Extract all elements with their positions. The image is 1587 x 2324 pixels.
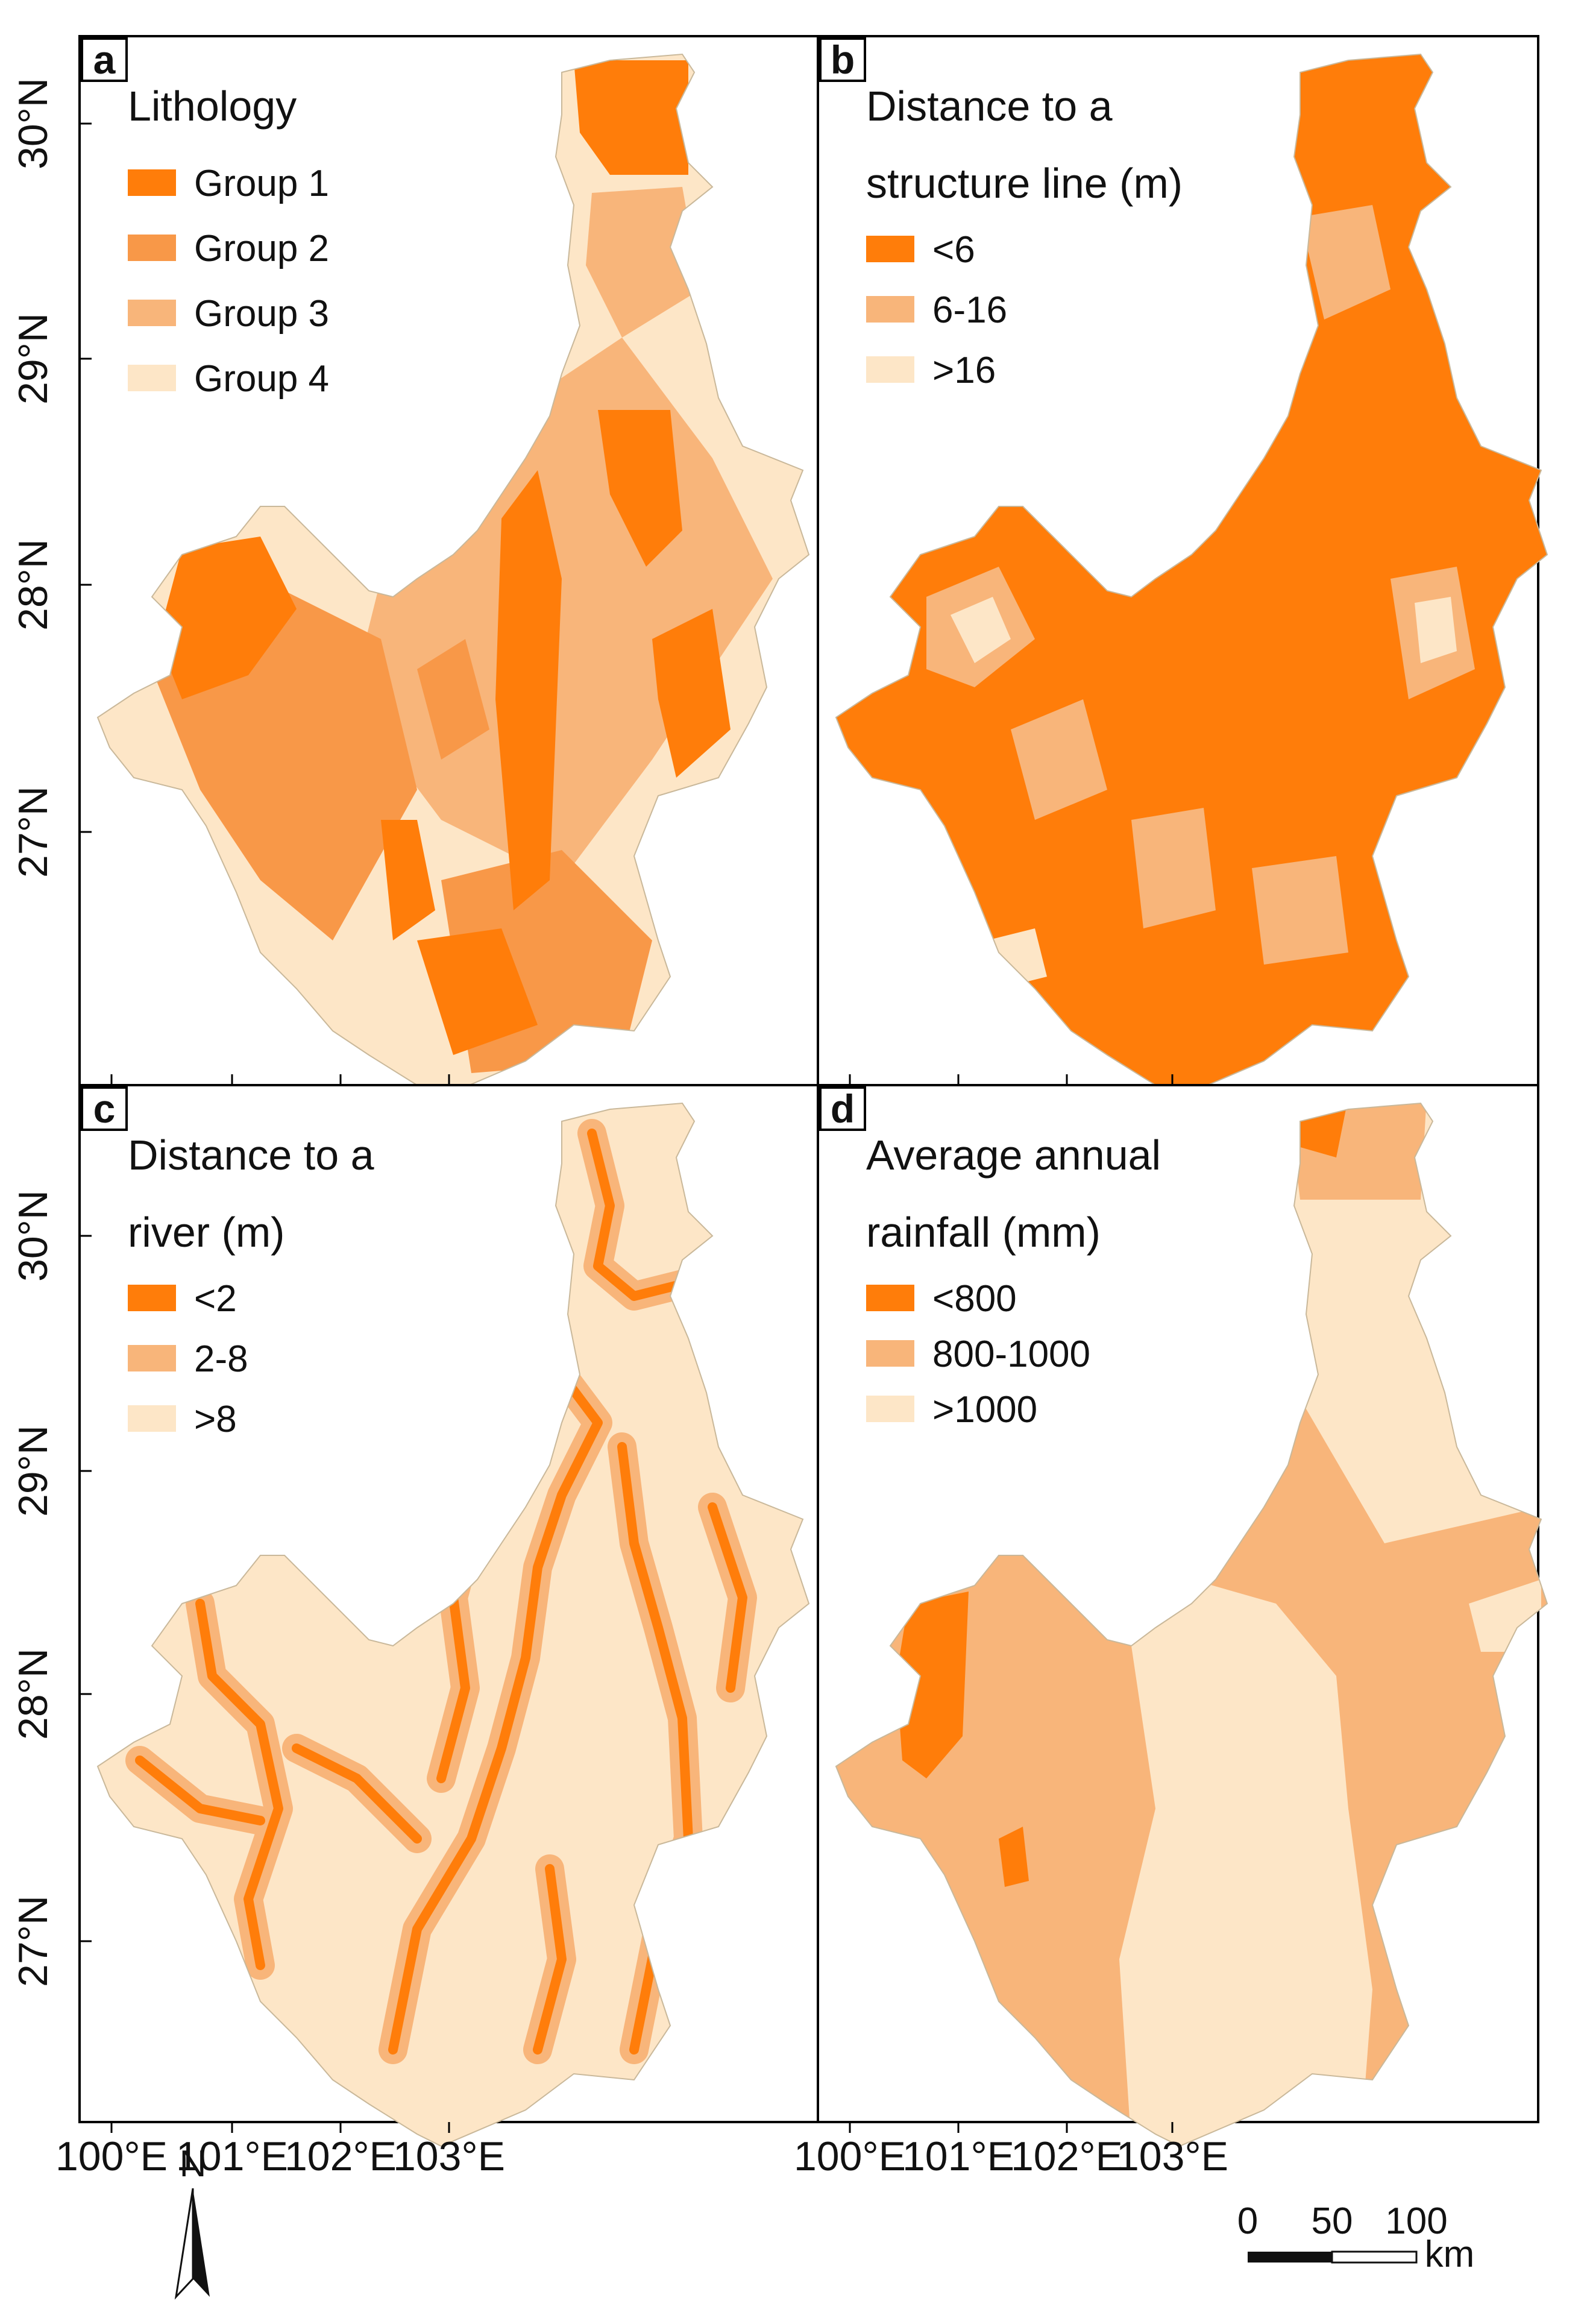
panel-letter-box [819,37,866,82]
panel-letter: b [831,37,855,82]
structure-line-map [836,54,1547,1097]
legend-item-label: Group 3 [194,293,329,335]
panel-letter: a [93,37,116,82]
scale-tick-0: 0 [1237,2200,1258,2242]
lon-label-left: 102°E [284,2133,397,2179]
lat-label-bottom: 27°N [10,1895,56,1987]
lon-label-right: 101°E [902,2133,1014,2179]
legend-swatch [128,235,176,261]
lat-label-bottom: 30°N [10,1190,56,1282]
legend-swatch [128,1405,176,1432]
legend-swatch [866,236,914,262]
legend-title-line: Average annual [866,1132,1161,1179]
legend-title-line: river (m) [128,1209,284,1256]
lon-label-left: 100°E [55,2133,168,2179]
panel-letter-box [819,1086,866,1131]
scale-segment-2 [1331,2250,1418,2264]
lon-label-left: 101°E [176,2133,288,2179]
legend-lithology: a Lithology Group 1 Group 2 Group 3 Group 4 [81,37,329,400]
lithology-map [98,54,809,1097]
lon-label-right: 102°E [1011,2133,1123,2179]
lat-label-top: 27°N [10,786,56,878]
scale-tick-50: 50 [1312,2200,1353,2242]
north-arrow-icon: N [174,2143,210,2300]
legend-swatch [866,1396,914,1422]
lat-label-top: 28°N [10,539,56,631]
legend-title-line: structure line (m) [866,160,1183,207]
legend-item-label: Group 2 [194,228,329,269]
legend-swatch [866,296,914,323]
panel-letter-box [81,1086,128,1131]
scale-segment-1 [1248,2252,1332,2263]
lon-label-left: 103°E [393,2133,505,2179]
legend-item-label: 6-16 [932,289,1007,331]
panel-lithology [78,35,819,1098]
legend-title-line: rainfall (mm) [866,1209,1101,1256]
legend-swatch [866,1285,914,1311]
north-label: N [180,2143,207,2185]
legend-item-label: 2-8 [194,1338,248,1380]
legend-swatch [128,300,176,326]
legend-swatch [128,1285,176,1311]
legend-swatch [128,1345,176,1371]
legend-title-line: Distance to a [128,1132,374,1179]
panel-rainfall [817,1084,1548,2147]
legend-swatch [866,1340,914,1367]
legend-swatch [866,356,914,383]
legend-item-label: Group 4 [194,358,329,400]
lon-label-right: 100°E [794,2133,906,2179]
legend-item-label: >16 [932,350,996,391]
panel-letter: c [93,1086,116,1131]
panel-structure-line [817,35,1548,1098]
legend-item-label: <800 [932,1278,1017,1320]
legend-title-line: Distance to a [866,83,1113,130]
legend-item-label: Group 1 [194,163,329,204]
panel-letter-box [81,37,128,82]
legend-item-label: <6 [932,229,975,271]
legend-item-label: <2 [194,1278,237,1320]
legend-river-distance: c Distance to a river (m) <2 2-8 >8 [81,1086,374,1440]
lat-label-bottom: 28°N [10,1648,56,1740]
scale-bar: 0 50 100 km [1237,2200,1475,2275]
scale-tick-100: 100 [1385,2200,1447,2242]
panel-letter: d [831,1086,855,1131]
legend-swatch [128,169,176,196]
panel-river-distance [78,1084,819,2147]
legend-item-label: >8 [194,1399,237,1440]
scale-unit: km [1425,2234,1475,2275]
legend-swatch [128,365,176,391]
legend-item-label: >1000 [932,1389,1037,1431]
lat-label-bottom: 29°N [10,1425,56,1517]
lat-label-top: 29°N [10,313,56,405]
legend-item-label: 800-1000 [932,1334,1090,1375]
legend-title-line: Lithology [128,83,297,130]
lon-label-right: 103°E [1116,2133,1228,2179]
lat-label-top: 30°N [10,78,56,169]
